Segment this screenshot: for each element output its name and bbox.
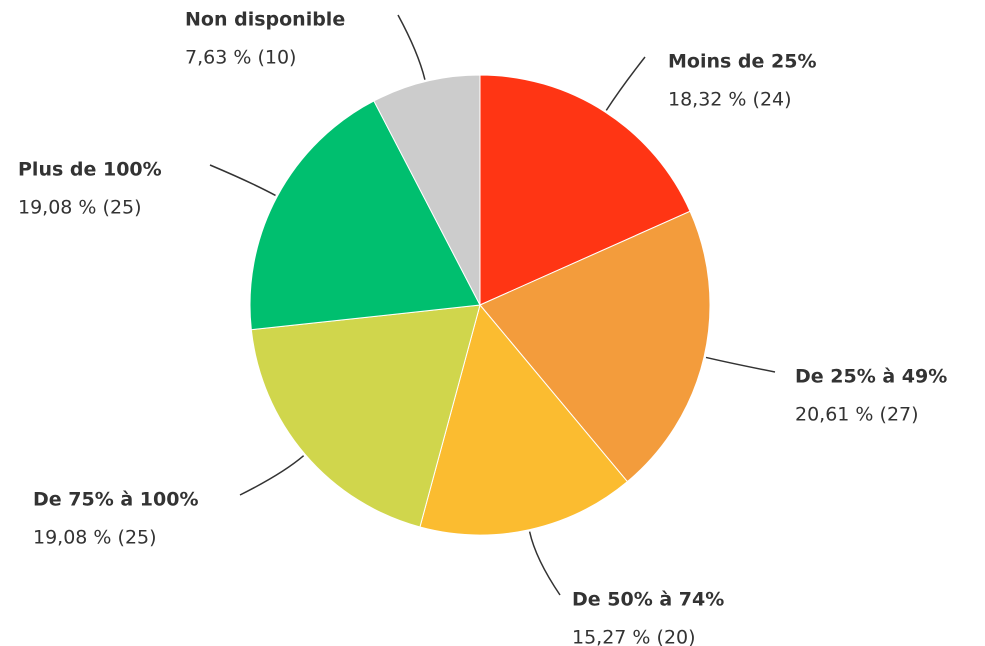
pie-slice — [479, 210, 711, 483]
slice-label: Moins de 25% — [668, 51, 817, 73]
leader-line — [209, 164, 276, 197]
slice-value-label: 15,27 % (20) — [572, 627, 696, 646]
leader-line — [397, 14, 426, 80]
slice-value-label: 18,32 % (24) — [668, 89, 792, 111]
slice-value-label: 19,08 % (25) — [33, 527, 157, 549]
leader-line — [705, 356, 776, 373]
slice-label: Plus de 100% — [18, 159, 162, 181]
slice-label: Non disponible — [185, 9, 345, 31]
leader-line — [605, 56, 646, 111]
slice-value-label: 19,08 % (25) — [18, 197, 142, 219]
slice-label: De 50% à 74% — [572, 589, 724, 611]
pie-slice — [250, 304, 481, 528]
slice-label: De 75% à 100% — [33, 489, 199, 511]
slice-value-label: 7,63 % (10) — [185, 47, 296, 69]
pie-slice — [373, 74, 481, 306]
slice-value-label: 20,61 % (27) — [795, 404, 919, 426]
leader-line — [528, 531, 561, 596]
pie-slice — [249, 100, 481, 331]
leader-line — [239, 455, 305, 496]
slice-label: De 25% à 49% — [795, 366, 947, 388]
pie-slice — [419, 303, 629, 536]
pie-slice — [479, 74, 691, 306]
